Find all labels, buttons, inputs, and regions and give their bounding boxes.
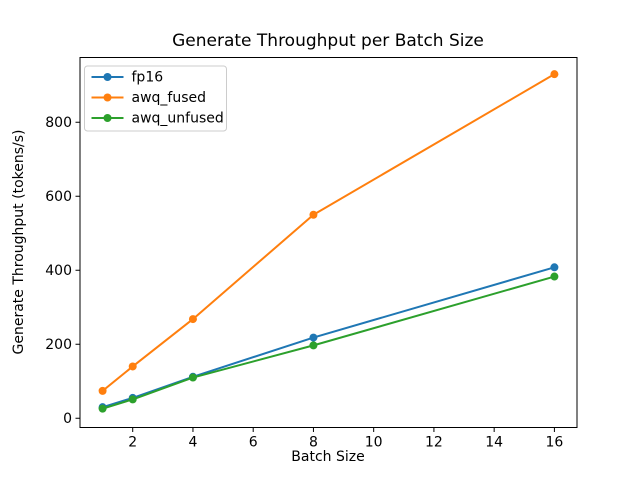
series-marker-awq_fused xyxy=(550,70,559,79)
x-tick-label: 14 xyxy=(485,435,503,451)
series-marker-fp16 xyxy=(309,333,318,342)
series-marker-awq_fused xyxy=(98,386,107,395)
legend-label-awq_unfused: awq_unfused xyxy=(132,111,224,127)
y-tick-label: 200 xyxy=(45,337,72,353)
series-marker-awq_unfused xyxy=(128,395,137,404)
series-marker-awq_unfused xyxy=(309,341,318,350)
x-tick-label: 16 xyxy=(545,435,563,451)
series-marker-awq_fused xyxy=(128,362,137,371)
y-tick-label: 800 xyxy=(45,115,72,131)
x-axis-label: Batch Size xyxy=(291,449,364,465)
legend-sample-marker-fp16 xyxy=(103,73,112,81)
series-marker-awq_unfused xyxy=(188,373,197,382)
legend-label-awq_fused: awq_fused xyxy=(132,90,207,106)
series-marker-awq_unfused xyxy=(98,404,107,413)
series-marker-awq_fused xyxy=(188,315,197,324)
plot-area: 2 4 6 8 10 12 14 16 0 200 400 600 800 fp16 awq_fusedaw… xyxy=(45,57,578,451)
legend-label-fp16: fp16 xyxy=(132,70,164,86)
series-marker-awq_unfused xyxy=(550,272,559,281)
x-tick-label: 10 xyxy=(365,435,383,451)
series-marker-awq_fused xyxy=(309,210,318,219)
y-tick-label: 600 xyxy=(45,189,72,205)
legend-sample-marker-awq_fused xyxy=(103,93,112,102)
y-tick-label: 0 xyxy=(63,411,72,427)
x-tick-label: 12 xyxy=(425,435,443,451)
chart-title: Generate Throughput per Batch Size xyxy=(172,31,484,51)
x-tick-label: 8 xyxy=(309,435,318,451)
series-marker-fp16 xyxy=(550,263,559,272)
x-tick-label: 2 xyxy=(128,435,137,451)
legend-box xyxy=(84,65,227,132)
x-tick-label: 4 xyxy=(188,435,197,451)
y-axis-label: Generate Throughput (tokens/s) xyxy=(11,130,27,355)
legend-sample-marker-awq_unfused xyxy=(103,114,112,122)
y-tick-label: 400 xyxy=(45,263,72,279)
x-tick-label: 6 xyxy=(249,435,258,451)
